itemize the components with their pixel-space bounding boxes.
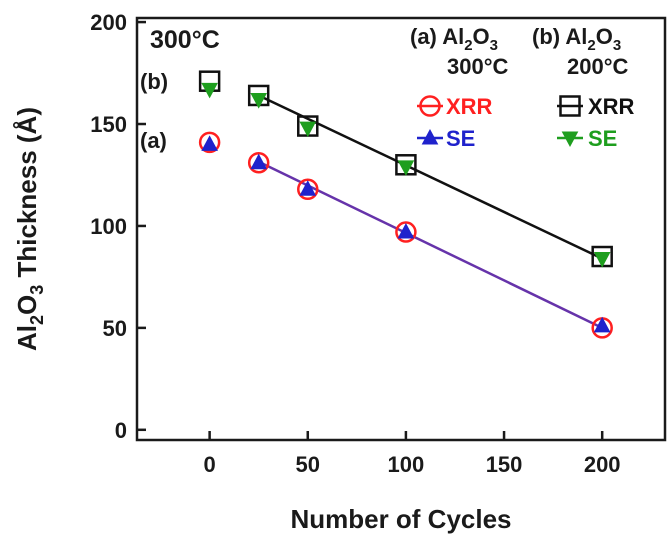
svg-text:(b) Al2O3: (b) Al2O3 bbox=[532, 24, 621, 54]
marker-se-b bbox=[397, 160, 415, 176]
y-axis-title-sub2: 2 bbox=[27, 315, 47, 325]
x-tick-label: 200 bbox=[584, 452, 621, 477]
y-axis-title: Al2O3 Thickness (Å) bbox=[12, 107, 47, 351]
legend-header-a-al: Al bbox=[442, 24, 464, 49]
legend-label-xrr-a: XRR bbox=[446, 94, 493, 119]
legend-header-b-prefix: (b) bbox=[532, 24, 565, 49]
fit-line-b bbox=[258, 94, 603, 260]
fit-lines bbox=[258, 94, 603, 329]
label-b: (b) bbox=[140, 69, 168, 94]
y-tick-label: 150 bbox=[90, 112, 127, 137]
x-tick-label: 100 bbox=[388, 452, 425, 477]
marker-se-a bbox=[201, 135, 218, 151]
legend-marker-xrr-b bbox=[559, 95, 581, 117]
y-axis-title-rest: Thickness (Å) bbox=[12, 107, 42, 285]
marker-se-a bbox=[299, 180, 317, 196]
y-axis-title-al: Al bbox=[12, 325, 42, 351]
legend-marker-xrr-a bbox=[419, 95, 441, 117]
data-markers bbox=[198, 70, 613, 339]
legend-label-se-a: SE bbox=[446, 126, 475, 151]
y-tick-label: 0 bbox=[115, 418, 127, 443]
marker-xrr-a bbox=[395, 221, 417, 243]
y-axis-title-o: O bbox=[12, 295, 42, 315]
legend-header-b: (b) Al2O3 200°C bbox=[532, 24, 629, 79]
legend-header-b-al: Al bbox=[565, 24, 587, 49]
legend-label-se-b: SE bbox=[588, 126, 617, 151]
legend-header-a-o: O bbox=[473, 24, 490, 49]
marker-se-b bbox=[250, 93, 268, 109]
chart-title: 300°C bbox=[150, 26, 220, 54]
legend-header-a: (a) Al2O3 300°C bbox=[410, 24, 509, 79]
marker-se-b bbox=[593, 252, 611, 268]
legend-marker-se-a bbox=[421, 128, 439, 145]
legend: XRR SE XRR SE bbox=[417, 94, 635, 151]
marker-se-b bbox=[299, 121, 317, 138]
svg-text:(a) Al2O3: (a) Al2O3 bbox=[410, 24, 498, 54]
x-axis-title: Number of Cycles bbox=[290, 504, 511, 534]
legend-marker-se-b bbox=[561, 131, 579, 148]
marker-xrr-a bbox=[297, 178, 319, 200]
legend-header-a-sub2: 2 bbox=[464, 37, 472, 54]
y-tick-label: 200 bbox=[90, 10, 127, 35]
marker-se-a bbox=[397, 222, 415, 239]
legend-header-a-sub3: 3 bbox=[490, 37, 498, 54]
x-tick-label: 0 bbox=[203, 452, 215, 477]
x-tick-label: 150 bbox=[486, 452, 523, 477]
legend-header-b-sub3: 3 bbox=[613, 37, 621, 54]
marker-xrr-a bbox=[198, 131, 221, 154]
y-axis-title-sub3: 3 bbox=[27, 285, 47, 295]
legend-header-a-prefix: (a) bbox=[410, 24, 442, 49]
axes: 0 50 100 150 200 0 50 100 150 200 bbox=[90, 10, 620, 477]
legend-label-xrr-b: XRR bbox=[588, 94, 635, 119]
marker-se-b bbox=[201, 82, 218, 99]
label-a: (a) bbox=[140, 128, 167, 153]
legend-header-b-o: O bbox=[596, 24, 613, 49]
legend-header-b-temp: 200°C bbox=[567, 54, 629, 79]
marker-xrr-a bbox=[247, 151, 270, 174]
legend-header-a-temp: 300°C bbox=[447, 54, 509, 79]
legend-header-b-sub2: 2 bbox=[587, 37, 595, 54]
fit-line-a bbox=[258, 160, 603, 329]
x-tick-label: 50 bbox=[296, 452, 320, 477]
y-tick-label: 50 bbox=[103, 316, 127, 341]
plot-frame bbox=[135, 16, 667, 442]
marker-se-a bbox=[250, 153, 268, 170]
y-tick-label: 100 bbox=[90, 214, 127, 239]
marker-se-a bbox=[593, 316, 611, 333]
